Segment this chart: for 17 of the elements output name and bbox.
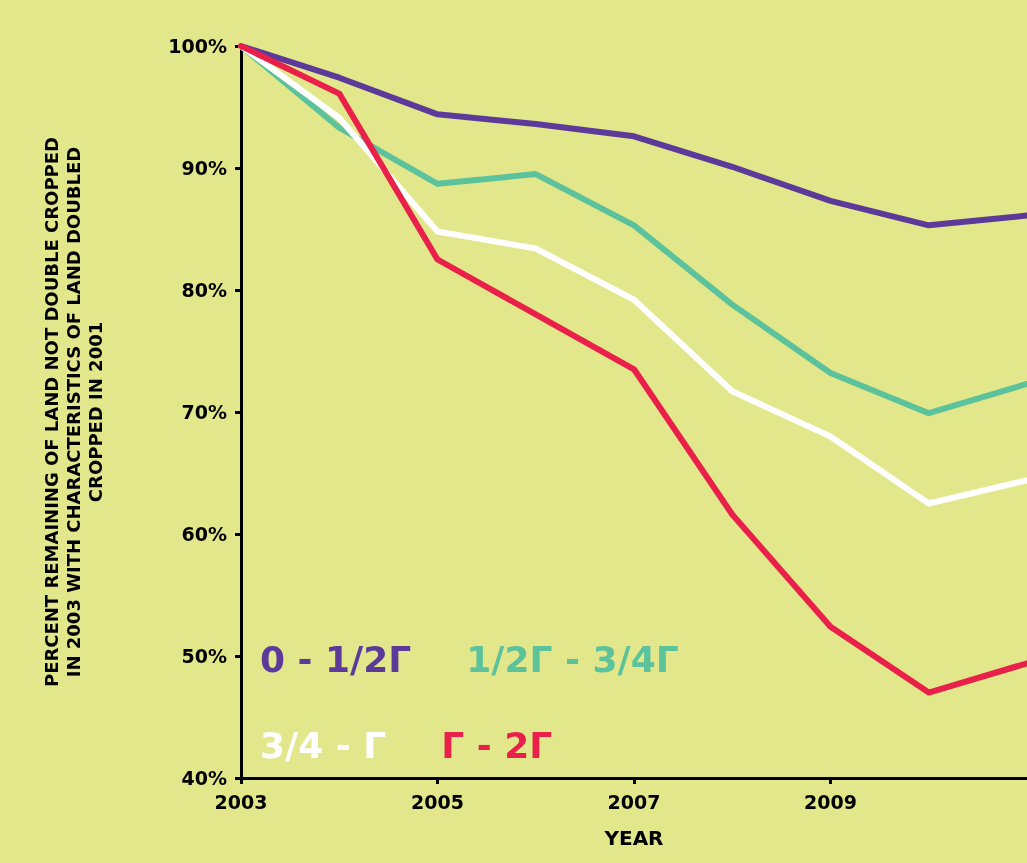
x-tick-label: 2009 <box>804 790 857 813</box>
text: 0 - 1/2Γ <box>260 638 412 680</box>
y-tick-label: 60% <box>181 523 227 545</box>
y-tick-label: 70% <box>181 401 227 423</box>
y-axis-title: PERCENT REMAINING OF LAND NOT DOUBLE CROPPED IN 2003 WITH CHARACTERISTICS OF LAND DOUBLED CROPPED IN 2001 <box>40 136 106 688</box>
x-tick-label: 2007 <box>607 790 661 813</box>
x-tick-label: 2005 <box>411 790 464 813</box>
text: 3/4 - Γ <box>260 724 387 766</box>
y-tick-label: 50% <box>181 645 227 667</box>
x-tick-label: 2003 <box>214 790 268 813</box>
y-tick-label: 90% <box>181 157 227 179</box>
y-tick-label: 100% <box>168 35 227 57</box>
text: 1/2Γ - 3/4Γ <box>466 638 679 680</box>
text: Γ - 2Γ <box>441 724 553 766</box>
x-axis-title: YEAR <box>603 826 664 850</box>
y-tick-label: 80% <box>181 279 227 301</box>
y-tick-label: 40% <box>181 767 227 789</box>
